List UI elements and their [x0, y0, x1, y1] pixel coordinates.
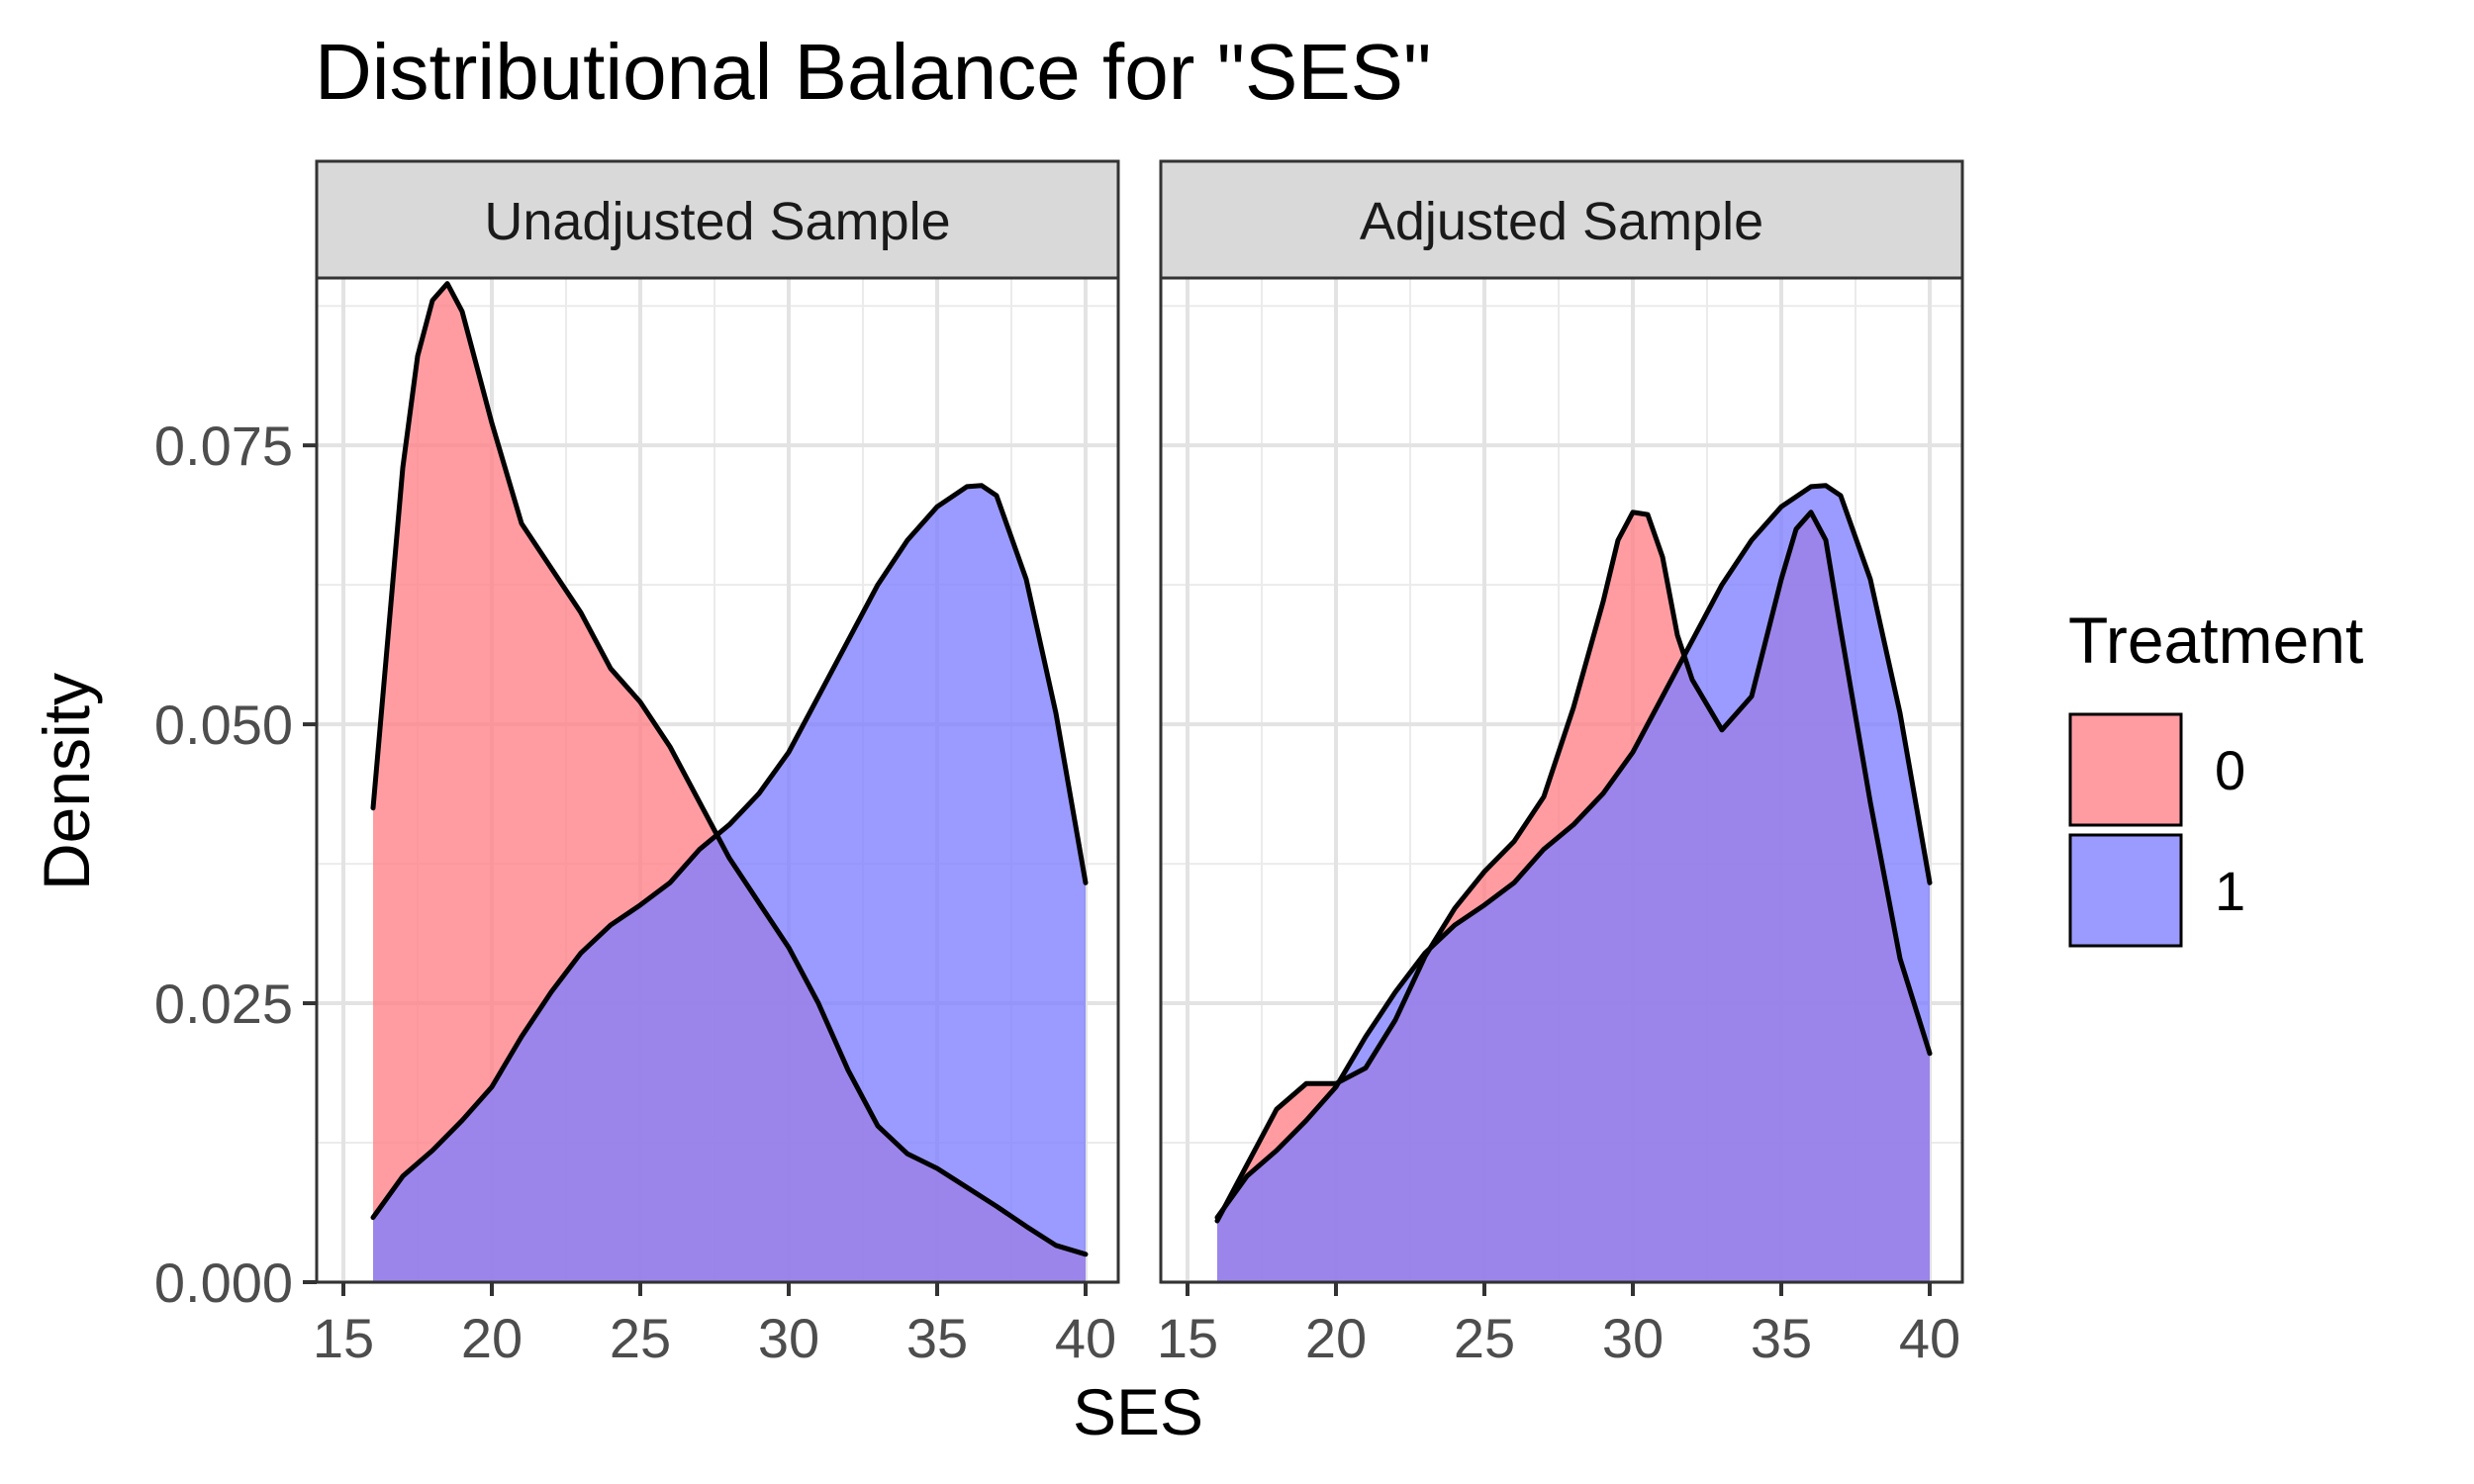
facet-strip [315, 159, 1120, 280]
legend-label-treatment-0: 0 [2215, 739, 2245, 801]
y-tick-label: 0.000 [154, 1252, 293, 1314]
legend-key-treatment-1 [2068, 833, 2183, 948]
density-layer [1214, 483, 1933, 1282]
x-tick-label: 25 [610, 1307, 671, 1369]
x-tick-label: 20 [461, 1307, 523, 1369]
x-tick-label: 40 [1899, 1307, 1960, 1369]
x-tick-label: 15 [1157, 1307, 1218, 1369]
x-tick-label: 15 [313, 1307, 374, 1369]
density-line-treatment-1 [1214, 483, 1933, 1221]
x-tick-label: 40 [1055, 1307, 1116, 1369]
x-tick-label: 20 [1305, 1307, 1367, 1369]
density-layer [370, 281, 1089, 1282]
density-line-treatment-0 [370, 281, 1089, 1257]
x-axis-title: SES [1073, 1375, 1203, 1448]
facet-strip-label: Adjusted Sample [1360, 192, 1763, 251]
panels: Unadjusted Sample 15 20 25 30 35 40 0.000 0.025 0… [154, 159, 1964, 1369]
panel-unadjusted-sample: Unadjusted Sample 15 20 25 30 35 40 0.000 0.025 0… [154, 159, 1120, 1369]
legend-key-treatment-0 [2068, 712, 2183, 827]
legend-title: Treatment [2068, 603, 2363, 677]
density-area-treatment-1 [373, 485, 1086, 1282]
density-line-treatment-1 [370, 483, 1089, 1221]
density-area-treatment-1 [1217, 485, 1930, 1282]
y-tick-label: 0.025 [154, 973, 293, 1035]
x-tick-label: 35 [1751, 1307, 1812, 1369]
legend-entries: 01 [2068, 712, 2245, 948]
legend: Treatment 01 [2068, 603, 2363, 948]
x-tick-label: 30 [1602, 1307, 1664, 1369]
chart-title: Distributional Balance for "SES" [315, 28, 1431, 116]
y-axis-title: Density [30, 673, 103, 890]
x-tick-label: 35 [906, 1307, 968, 1369]
panel-adjusted-sample: Adjusted Sample 15 20 25 30 35 40 [1157, 159, 1964, 1369]
legend-label-treatment-1: 1 [2215, 860, 2245, 922]
y-tick-label: 0.075 [154, 415, 293, 477]
x-tick-label: 25 [1454, 1307, 1515, 1369]
density-line-treatment-0 [1214, 510, 1933, 1224]
x-tick-label: 30 [758, 1307, 819, 1369]
facet-strip [1159, 159, 1964, 280]
y-tick-label: 0.050 [154, 694, 293, 756]
facet-strip-label: Unadjusted Sample [484, 192, 950, 251]
